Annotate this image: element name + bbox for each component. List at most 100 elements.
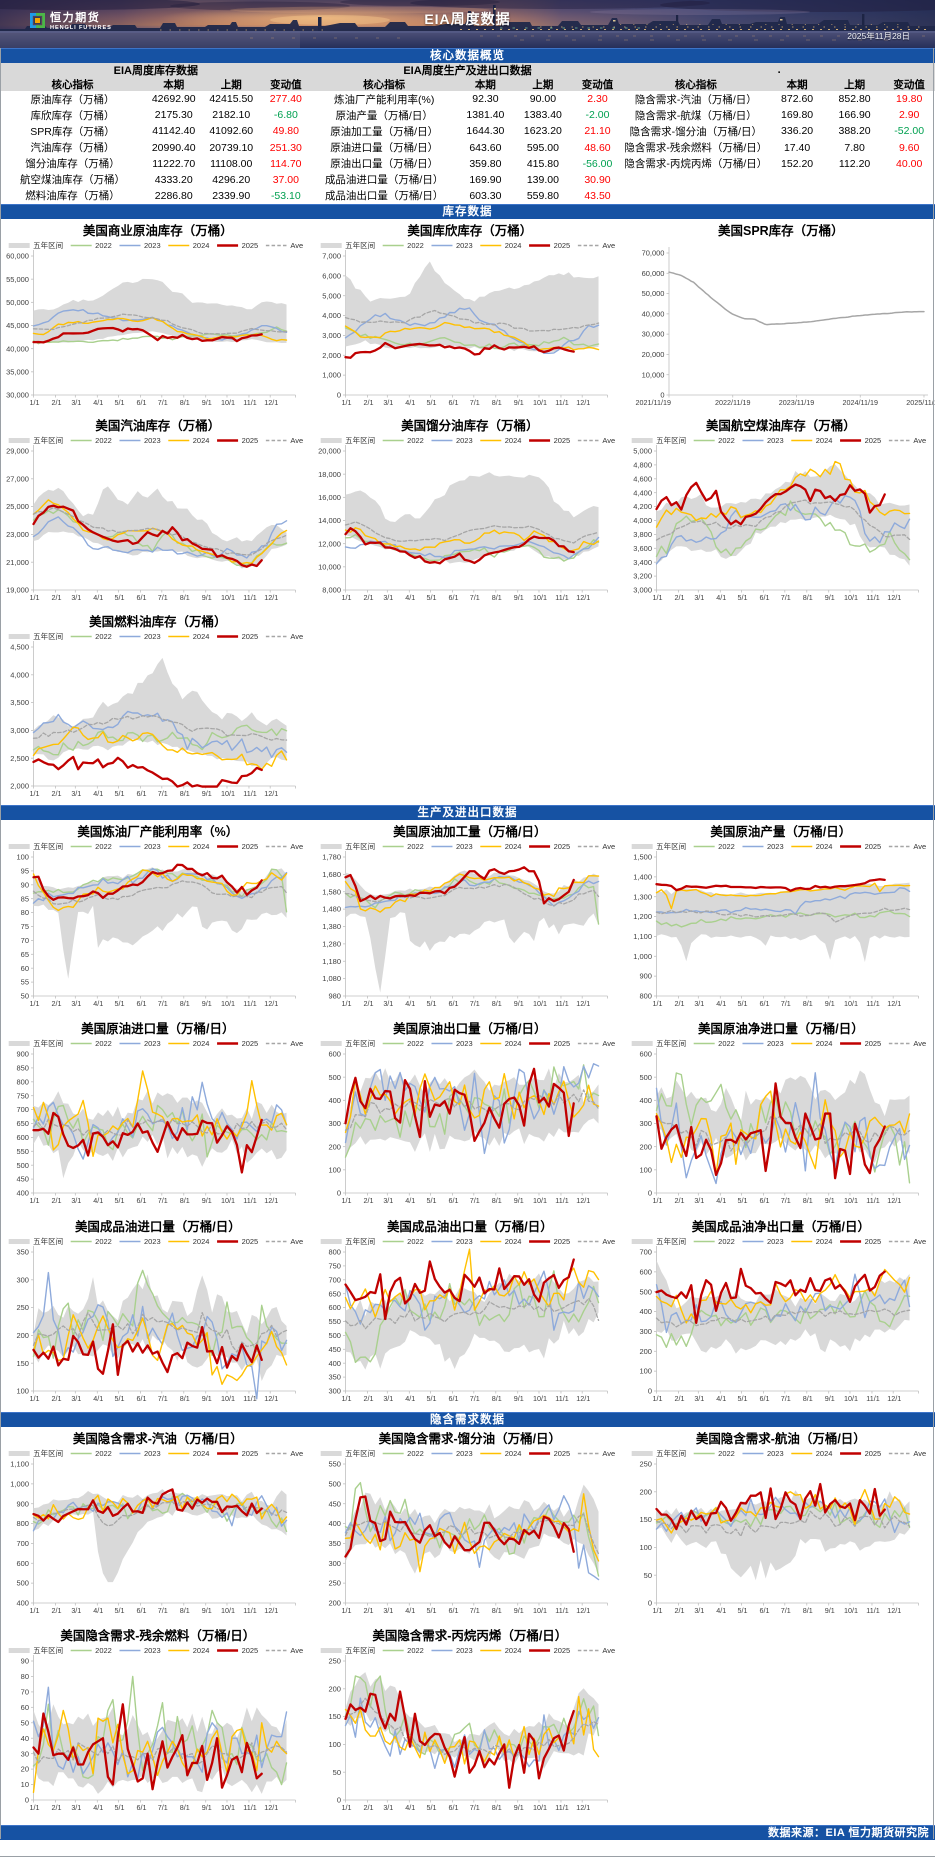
x-axis-label: 5/1 <box>115 999 125 1008</box>
chart-graphic <box>36 13 45 28</box>
legend-label: 2023 <box>144 1449 161 1458</box>
y-axis-label: 70 <box>21 936 29 945</box>
legend-label: 五年区间 <box>657 841 687 851</box>
y-axis-label: 12,000 <box>318 540 341 549</box>
x-axis-label: 6/1 <box>760 1196 770 1205</box>
chart-美国成品油净出口量（万桶/日）: 美国成品油净出口量（万桶/日） 五年区间 2022 2023 2024 2025 Ave 0 1… <box>623 1215 935 1412</box>
chart-plot: 30,000 35,000 40,000 45,000 50,000 55,000 60,0… <box>6 250 296 407</box>
y-axis-label: 400 <box>16 1189 29 1198</box>
chart-graphic <box>0 31 935 48</box>
x-axis-label: 11/1 <box>555 398 568 407</box>
x-axis-label: 8/1 <box>491 1196 501 1205</box>
x-axis-label: 5/1 <box>426 593 436 602</box>
series-2025 <box>344 527 575 565</box>
x-axis-label: 9/1 <box>202 1196 212 1205</box>
y-axis-label: 700 <box>640 1247 653 1256</box>
x-axis-label: 5/1 <box>738 999 748 1008</box>
x-axis-label: 3/1 <box>383 1196 393 1205</box>
x-axis-label: 11/1 <box>243 1394 256 1403</box>
table-row: 库欣库存（万桶） 2175.30 2182.10 -6.80 原油产量（万桶/日） 138… <box>0 107 935 123</box>
legend-label: 2023 <box>144 241 161 250</box>
x-axis-label: 4/1 <box>93 1196 103 1205</box>
y-axis-label: 300 <box>640 1119 653 1128</box>
y-axis-label: 400 <box>328 1519 341 1528</box>
x-axis-label: 3/1 <box>383 999 393 1008</box>
legend-label: Ave <box>914 1449 927 1458</box>
x-axis-label: 11/1 <box>555 1803 568 1812</box>
period-value: 388.20 <box>838 125 871 138</box>
banner-photo <box>0 0 935 48</box>
x-axis-label: 8/1 <box>180 593 190 602</box>
chart-legend: 五年区间 2022 2023 2024 2025 Ave <box>320 1236 615 1246</box>
x-axis-label: 1/1 <box>341 398 351 407</box>
legend-label: 2025 <box>242 436 259 445</box>
y-axis-label: 40,000 <box>6 344 29 353</box>
legend-band-swatch <box>320 243 342 249</box>
series-2024 <box>32 1313 288 1385</box>
x-axis-label: 6/1 <box>760 1394 770 1403</box>
table-col-header: 变动值 <box>893 78 925 91</box>
legend-label: 2024 <box>816 1039 833 1048</box>
period-value: 872.60 <box>781 93 814 106</box>
y-axis-label: 980 <box>328 992 341 1001</box>
chart-legend: 五年区间 2022 2023 2024 2025 Ave <box>632 1038 926 1048</box>
y-axis-label: 19,000 <box>6 586 29 595</box>
table-col-header: 变动值 <box>581 78 614 91</box>
report-title: EIA周度数据 <box>424 11 511 27</box>
change-value: 21.10 <box>584 125 611 138</box>
y-axis-label: 600 <box>328 1050 341 1059</box>
x-axis-label: 5/1 <box>738 593 748 602</box>
chart-title: 美国库欣库存（万桶） <box>407 223 532 238</box>
chart-legend: 五年区间 2022 2023 2024 2025 Ave <box>320 1038 615 1048</box>
y-axis-label: 0 <box>661 391 665 400</box>
x-axis-label: 1/1 <box>29 1803 39 1812</box>
x-axis-label: 8/1 <box>180 398 190 407</box>
x-axis-label: 4/1 <box>717 593 727 602</box>
x-axis-label: 4/1 <box>93 1606 103 1615</box>
y-axis-label: 200 <box>328 1599 341 1608</box>
y-axis-label: 4,000 <box>322 311 341 320</box>
chart-美国馏分油库存（万桶）: 美国馏分油库存（万桶） 五年区间 2022 2023 2024 2025 Ave 8,000 1… <box>312 414 624 609</box>
series-ave <box>32 714 288 741</box>
five-year-range-band <box>33 1091 287 1179</box>
legend-label: 五年区间 <box>657 1236 687 1246</box>
y-axis-label: 95 <box>21 867 29 876</box>
five-year-range-band <box>33 867 287 979</box>
y-axis-label: 100 <box>16 1386 29 1395</box>
chart-plot: 8,000 10,000 12,000 14,000 16,000 18,000 20,00… <box>318 445 608 602</box>
legend-label: 2022 <box>407 436 424 445</box>
chart-plot: 0 100 200 300 400 500 600 700 1/1 2/1 3/1 4/1 5/1 6/1… <box>640 1245 920 1403</box>
y-axis-label: 400 <box>16 1599 29 1608</box>
x-axis-label: 2/1 <box>363 999 373 1008</box>
legend-label: 2025 <box>865 1039 882 1048</box>
y-axis-label: 3,000 <box>10 726 29 735</box>
x-axis-label: 4/1 <box>93 398 103 407</box>
x-axis-label: 2/1 <box>363 398 373 407</box>
x-axis-label: 5/1 <box>115 1803 125 1812</box>
period-value: 41092.60 <box>209 125 254 138</box>
chart-graphic <box>660 0 935 12</box>
legend-label: 五年区间 <box>657 1038 687 1048</box>
x-axis-label: 6/1 <box>760 1606 770 1615</box>
indicator-name: 成品油进口量（万桶/日） <box>324 174 444 187</box>
period-value: 90.00 <box>529 93 557 106</box>
chart-legend: 五年区间 2022 2023 2024 2025 Ave <box>632 1236 926 1246</box>
legend-label: 五年区间 <box>33 631 63 641</box>
x-axis-label: 12/1 <box>576 593 590 602</box>
chart-legend: 五年区间 2022 2023 2024 2025 Ave <box>8 631 303 641</box>
x-axis-label: 7/1 <box>469 1606 479 1615</box>
x-axis-label: 2/1 <box>675 593 685 602</box>
x-axis-label: 5/1 <box>426 999 436 1008</box>
chart-title: 美国炼油厂产能利用率（%） <box>77 824 238 839</box>
x-axis-label: 2023/11/19 <box>779 398 814 407</box>
chart-title: 美国原油出口量（万桶/日） <box>393 1021 546 1036</box>
period-value: 17.40 <box>783 141 811 154</box>
series-2024 <box>32 726 288 770</box>
legend-label: 五年区间 <box>345 1236 375 1246</box>
five-year-range-band <box>33 278 287 344</box>
x-axis-label: 8/1 <box>180 789 190 798</box>
series-2025 <box>32 863 263 901</box>
x-axis-label: 3/1 <box>383 1803 393 1812</box>
chart-plot: 100 150 200 250 300 350 1/1 2/1 3/1 4/1 5/1 6/1 7/1 8… <box>16 1245 296 1403</box>
period-value: 1381.40 <box>466 109 505 122</box>
